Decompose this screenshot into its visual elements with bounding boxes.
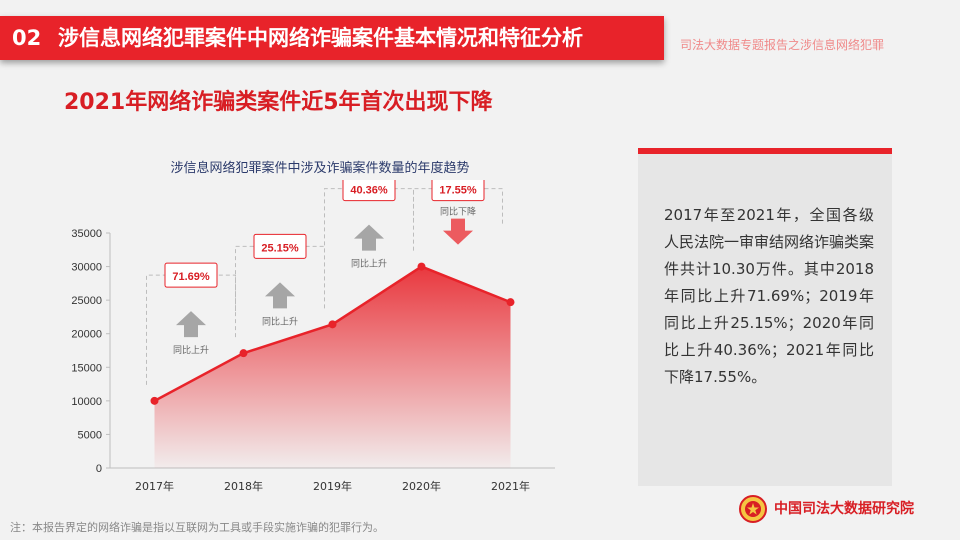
chart-title: 涉信息网络犯罪案件中涉及诈骗案件数量的年度趋势 (170, 161, 470, 176)
data-point (239, 349, 248, 358)
annotation-label: 25.15% (261, 242, 299, 254)
y-tick-label: 20000 (71, 329, 102, 341)
annotation-note: 同比上升 (173, 344, 209, 356)
y-tick-label: 25000 (71, 295, 102, 307)
x-tick-label: 2018年 (224, 479, 263, 493)
series-area (154, 266, 511, 468)
organization-name: 中国司法大数据研究院 (774, 501, 914, 517)
data-point (506, 298, 515, 307)
y-tick-label: 5000 (78, 429, 102, 441)
x-tick-label: 2017年 (135, 479, 174, 493)
footnote: 注：本报告界定的网络诈骗是指以互联网为工具或手段实施诈骗的犯罪行为。 (10, 521, 384, 534)
y-tick-label: 15000 (71, 362, 102, 374)
annotation-box (431, 180, 485, 202)
data-point (150, 396, 159, 405)
annotation-note: 同比下降 (440, 206, 476, 218)
up-arrow-icon (176, 311, 206, 338)
annotation-note: 同比上升 (262, 315, 298, 327)
y-tick-label: 30000 (71, 262, 102, 274)
section-banner: 02 涉信息网络犯罪案件中网络诈骗案件基本情况和特征分析 (0, 16, 664, 60)
annotation-label: 17.55% (439, 185, 477, 197)
panel-accent-bar (638, 148, 892, 154)
x-tick-label: 2019年 (313, 479, 352, 493)
x-tick-label: 2021年 (491, 479, 530, 493)
summary-panel: 2017年至2021年，全国各级人民法院一审审结网络诈骗类案件共计10.30万件… (638, 148, 892, 486)
y-tick-label: 35000 (71, 228, 102, 240)
data-point (328, 320, 337, 329)
up-arrow-icon (354, 224, 384, 251)
section-number: 02 (12, 26, 42, 50)
summary-text: 2017年至2021年，全国各级人民法院一审审结网络诈骗类案件共计10.30万件… (664, 206, 875, 386)
annotation-label: 71.69% (172, 271, 210, 283)
down-arrow-icon (443, 218, 473, 245)
up-arrow-icon (265, 282, 295, 309)
annotation-box (164, 262, 218, 288)
section-title: 涉信息网络犯罪案件中网络诈骗案件基本情况和特征分析 (58, 26, 583, 50)
trend-chart: 0 5000 10000 15000 20000 25000 30000 35000 2017年… (71, 180, 555, 493)
annotation-note: 同比上升 (351, 258, 387, 270)
y-tick-label: 10000 (71, 396, 102, 408)
y-tick-label: 0 (96, 463, 102, 475)
data-point (417, 262, 426, 271)
annotation-label: 40.36% (350, 185, 388, 197)
national-emblem-icon (739, 495, 767, 523)
report-subtitle: 司法大数据专题报告之涉信息网络犯罪 (680, 38, 885, 52)
headline: 2021年网络诈骗类案件近5年首次出现下降 (64, 90, 493, 115)
x-tick-label: 2020年 (402, 479, 441, 493)
annotation-box (342, 180, 396, 202)
annotation-box (253, 233, 307, 259)
